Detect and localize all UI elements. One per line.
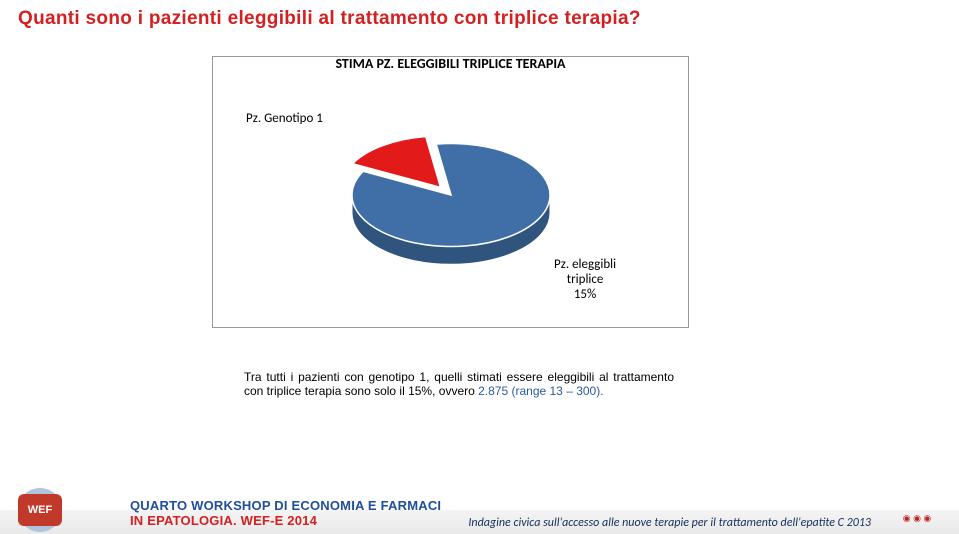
slice-label-eleggibili: Pz. eleggiblitriplice15% xyxy=(554,258,616,303)
footer-headline-l1: QUARTO WORKSHOP DI ECONOMIA E FARMACI xyxy=(130,498,441,513)
footer-left: WEF WEF xyxy=(18,488,62,532)
chart-title: STIMA PZ. ELEGGIBILI TRIPLICE TERAPIA xyxy=(213,55,688,72)
footer-headline-l2: IN EPATOLOGIA. WEF-E 2014 xyxy=(130,513,441,528)
footer-headline: QUARTO WORKSHOP DI ECONOMIA E FARMACI IN… xyxy=(130,498,441,528)
footer-tagline: Indagine civica sull'accesso alle nuove … xyxy=(468,516,871,530)
wef-logo-small: WEF xyxy=(18,494,62,526)
page-title: Quanti sono i pazienti eleggibili al tra… xyxy=(18,8,641,30)
partner-logo-icon: ◉ ◉ ◉ xyxy=(887,508,947,528)
caption-text: Tra tutti i pazienti con genotipo 1, que… xyxy=(244,370,674,398)
chart-frame: STIMA PZ. ELEGGIBILI TRIPLICE TERAPIA xyxy=(212,56,689,328)
slice-label-genotipo1: Pz. Genotipo 1 xyxy=(246,112,323,127)
